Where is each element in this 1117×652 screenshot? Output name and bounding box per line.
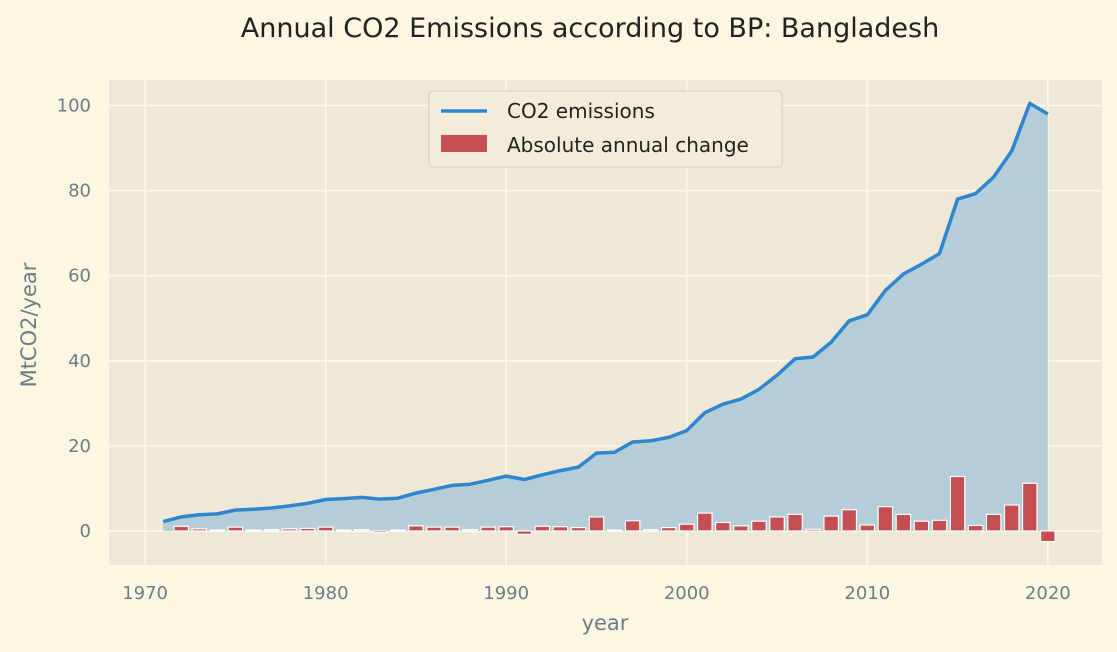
- change-bar: [534, 525, 551, 532]
- legend-label-emissions: CO2 emissions: [507, 99, 655, 123]
- y-tick-label: 80: [68, 181, 91, 202]
- change-bar: [642, 529, 659, 532]
- change-bar: [823, 515, 840, 532]
- change-bar: [353, 529, 370, 532]
- change-bar: [462, 529, 478, 532]
- annual-change-bars: [173, 475, 1056, 543]
- x-tick-label: 2020: [1025, 583, 1071, 604]
- change-bar: [444, 526, 460, 532]
- change-bar: [805, 528, 821, 532]
- x-tick-label: 1970: [122, 583, 168, 604]
- change-bar: [335, 529, 352, 532]
- change-bar: [624, 520, 641, 532]
- change-bar: [245, 529, 262, 532]
- change-bar: [895, 513, 912, 532]
- change-bar: [408, 525, 424, 532]
- change-bar: [877, 506, 894, 532]
- x-tick-label: 2000: [664, 583, 710, 604]
- change-bar: [516, 530, 533, 535]
- y-tick-labels: 0 20 40 60 80 100: [57, 96, 91, 542]
- change-bar: [498, 526, 515, 532]
- change-bar: [660, 526, 677, 532]
- change-bar: [913, 520, 930, 532]
- emissions-area: [163, 103, 1048, 532]
- change-bar: [191, 528, 208, 532]
- y-tick-label: 0: [80, 521, 91, 542]
- change-bar: [931, 519, 948, 532]
- change-bar: [390, 529, 406, 532]
- y-tick-label: 60: [68, 266, 91, 287]
- change-bar: [859, 524, 876, 532]
- y-tick-label: 20: [68, 436, 91, 457]
- change-bar: [841, 509, 858, 532]
- x-tick-label: 1990: [483, 583, 529, 604]
- x-axis-label: year: [582, 611, 629, 635]
- change-bar: [552, 526, 569, 532]
- legend: CO2 emissions Absolute annual change: [428, 90, 783, 168]
- change-bar: [1021, 482, 1038, 532]
- change-bar: [227, 526, 244, 532]
- legend-box: [428, 90, 783, 168]
- change-bar: [967, 524, 984, 532]
- x-tick-label: 2010: [844, 583, 890, 604]
- change-bar: [588, 516, 605, 532]
- legend-bar-swatch: [441, 135, 487, 152]
- change-bar: [317, 526, 334, 532]
- change-bar: [209, 529, 226, 532]
- change-bar: [696, 512, 713, 532]
- change-bar: [606, 529, 623, 532]
- y-tick-label: 100: [57, 96, 91, 117]
- change-bar: [678, 523, 695, 532]
- change-bar: [371, 530, 388, 534]
- change-bar: [263, 529, 280, 532]
- change-bar: [769, 516, 785, 532]
- change-bar: [299, 527, 316, 532]
- change-bar: [1040, 530, 1056, 543]
- change-bar: [985, 513, 1002, 532]
- change-bar: [1003, 504, 1020, 532]
- change-bar: [570, 526, 587, 532]
- change-bar: [949, 475, 966, 532]
- change-bar: [715, 521, 731, 532]
- change-bar: [426, 526, 442, 532]
- change-bar: [733, 525, 749, 532]
- change-bar: [173, 525, 190, 532]
- change-bar: [787, 513, 803, 532]
- emissions-line: [162, 101, 1049, 524]
- x-tick-label: 1980: [303, 583, 349, 604]
- legend-label-change: Absolute annual change: [507, 133, 749, 157]
- chart-title: Annual CO2 Emissions according to BP: Ba…: [241, 13, 939, 44]
- x-tick-labels: 1970 1980 1990 2000 2010 2020: [122, 583, 1071, 604]
- y-tick-label: 40: [68, 351, 91, 372]
- change-bar: [751, 520, 767, 532]
- change-bar: [281, 528, 298, 532]
- y-axis-label: MtCO2/year: [17, 262, 41, 387]
- change-bar: [480, 526, 496, 532]
